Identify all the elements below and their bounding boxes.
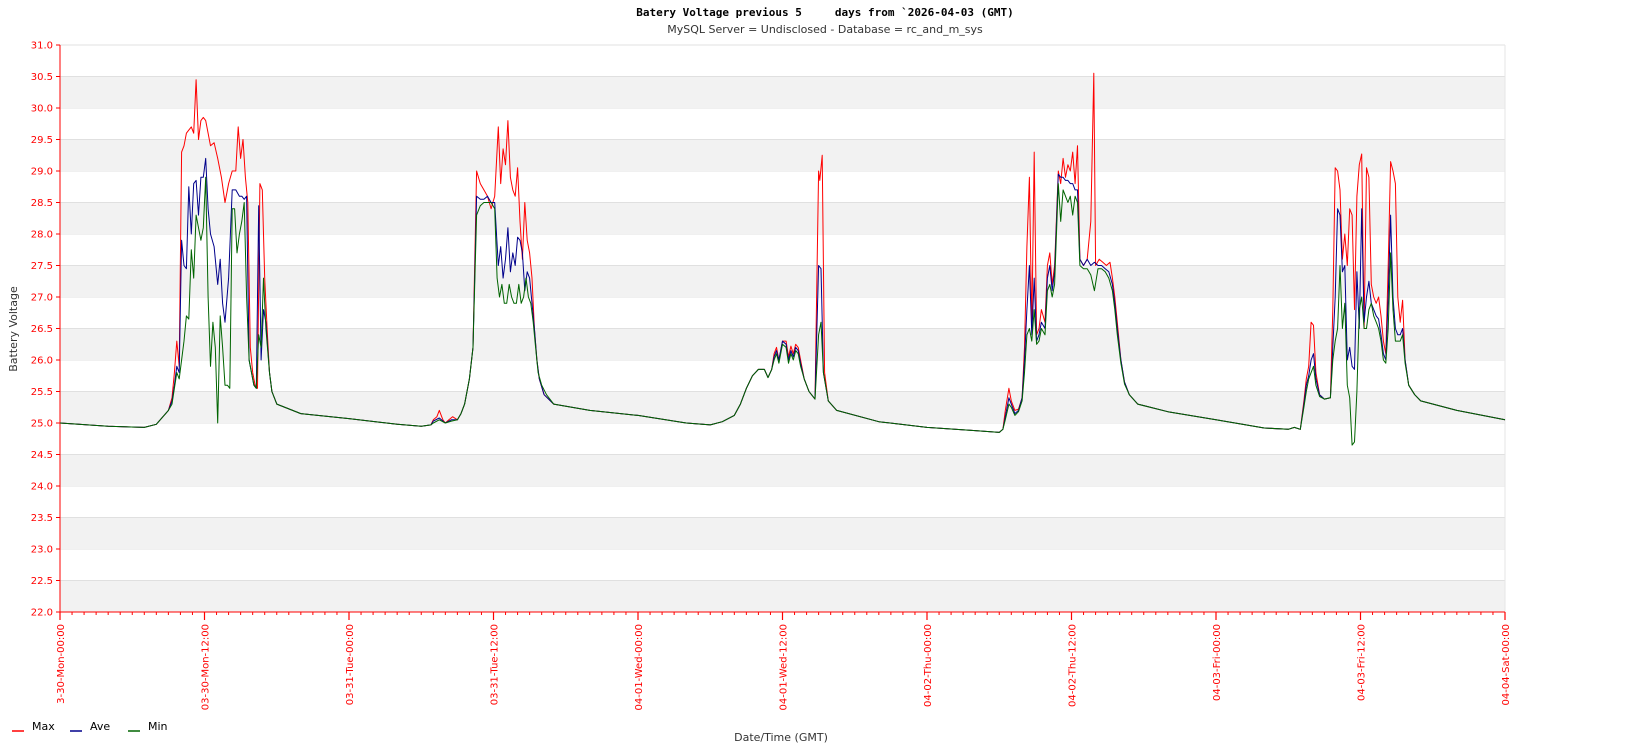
grid-band [60,265,1505,297]
y-tick-label: 30.5 [31,72,53,83]
grid-band [60,580,1505,612]
legend-label-ave: Ave [90,720,110,733]
x-axis-ticks: 3-30-Mon-00:00 03-30-Mon-12:00 03-31-Tue-0… [56,611,1512,711]
y-tick-label: 22.5 [31,576,53,587]
y-tick-label: 22.0 [31,608,53,619]
y-tick-label: 24.0 [31,482,53,493]
y-tick-label: 27.5 [31,261,53,272]
x-tick-label: 04-01-Wed-00:00 [634,624,645,711]
y-axis-ticks: 22.0 22.5 23.0 23.5 24.0 24.5 25.0 25.5 26.0 26.5… [31,41,61,619]
x-tick-label: 03-31-Tue-00:00 [345,624,356,705]
x-tick-label: 03-31-Tue-12:00 [490,624,501,705]
y-tick-label: 29.0 [31,167,53,178]
x-tick-label: 3-30-Mon-00:00 [56,624,67,704]
grid-band [60,139,1505,171]
chart-subtitle: MySQL Server = Undisclosed - Database = … [667,23,983,36]
y-tick-label: 23.0 [31,545,53,556]
series-line-max [59,72,1506,433]
y-tick-label: 24.5 [31,450,53,461]
y-axis-label: Battery Voltage [7,286,20,372]
grid-band [60,454,1505,486]
y-tick-label: 26.5 [31,324,53,335]
y-tick-label: 27.0 [31,293,53,304]
y-tick-label: 25.5 [31,387,53,398]
y-tick-label: 26.0 [31,356,53,367]
chart-title: Batery Voltage previous 5 days from `202… [636,6,1014,19]
y-tick-label: 29.5 [31,135,53,146]
y-tick-label: 28.0 [31,230,53,241]
x-tick-label: 04-03-Fri-12:00 [1357,624,1368,701]
grid-band [60,517,1505,549]
legend-label-min: Min [148,720,168,733]
legend: Max Ave Min [12,720,168,733]
y-tick-label: 23.5 [31,513,53,524]
grid-bands [60,44,1506,612]
x-tick-label: 03-30-Mon-12:00 [201,624,212,710]
series-lines [59,72,1506,446]
y-tick-label: 28.5 [31,198,53,209]
x-tick-label: 04-03-Fri-00:00 [1212,624,1223,701]
grid-band [60,76,1505,108]
grid-band [60,202,1505,234]
x-tick-label: 04-01-Wed-12:00 [779,624,790,711]
x-tick-label: 04-04-Sat-00:00 [1501,624,1512,706]
series-line-min [59,176,1506,446]
grid-band [60,391,1505,423]
x-axis-label: Date/Time (GMT) [734,731,828,744]
y-tick-label: 25.0 [31,419,53,430]
x-tick-label: 04-02-Thu-00:00 [923,624,934,707]
y-tick-label: 31.0 [31,41,53,52]
legend-label-max: Max [32,720,55,733]
y-tick-label: 30.0 [31,104,53,115]
x-tick-label: 04-02-Thu-12:00 [1068,624,1079,707]
